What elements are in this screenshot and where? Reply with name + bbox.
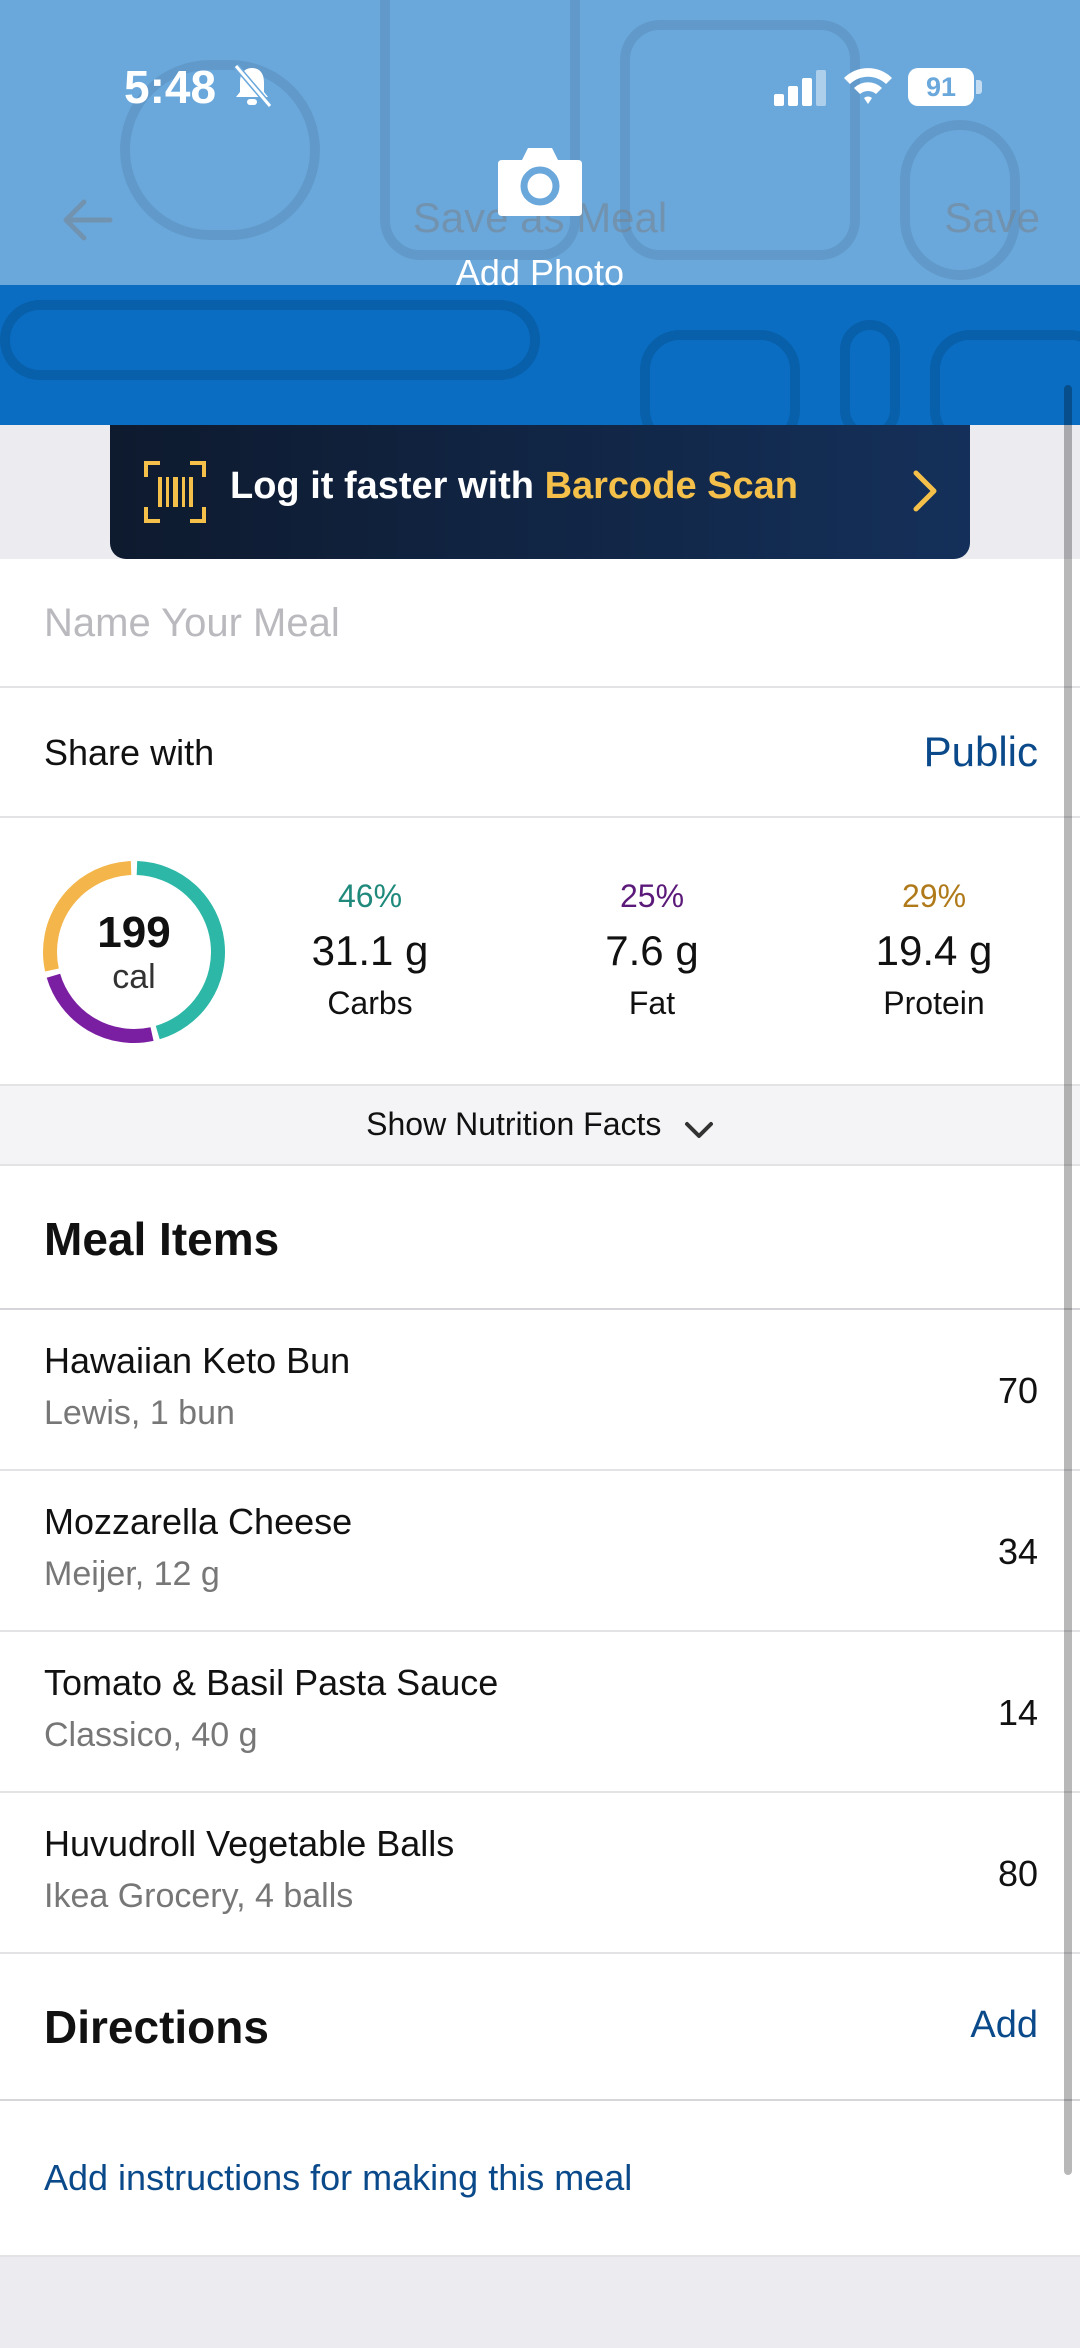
directions-title: Directions: [44, 2001, 269, 2053]
chevron-down-icon: [684, 1121, 713, 1138]
directions-header: Directions Add: [0, 1954, 1080, 2101]
fat-grams: 7.6 g: [605, 927, 699, 974]
carbs-macro: 46% 31.1 g Carbs: [260, 878, 480, 1022]
doodle-shape: [0, 300, 540, 380]
fat-label: Fat: [628, 985, 676, 1021]
instructions-row[interactable]: Add instructions for making this meal: [0, 2101, 1080, 2257]
meal-name-input[interactable]: [44, 595, 1024, 651]
add-directions-button[interactable]: Add: [970, 2004, 1038, 2046]
calorie-total: 199: [97, 908, 171, 957]
share-with-label: Share with: [44, 732, 215, 773]
meal-item-name: Hawaiian Keto Bun: [44, 1340, 351, 1381]
banner-text: Log it faster with Barcode Scan: [230, 465, 798, 508]
meal-item-name: Mozzarella Cheese: [44, 1501, 353, 1542]
fat-arc: [46, 973, 154, 1043]
meal-items-header: Meal Items: [0, 1166, 1080, 1310]
doodle-shape: [900, 120, 1020, 280]
fat-macro: 25% 7.6 g Fat: [542, 878, 762, 1022]
calorie-unit: cal: [112, 958, 156, 996]
barcode-scan-banner[interactable]: Log it faster with Barcode Scan: [110, 425, 970, 559]
carbs-percent: 46%: [337, 878, 403, 914]
protein-macro: 29% 19.4 g Protein: [824, 878, 1044, 1022]
meal-item-name: Huvudroll Vegetable Balls: [44, 1823, 455, 1864]
protein-percent: 29%: [901, 878, 967, 914]
scrollbar[interactable]: [1064, 385, 1072, 2175]
carbs-grams: 31.1 g: [311, 927, 429, 974]
meal-item-calories: 70: [997, 1370, 1038, 1411]
meal-item-detail: Lewis, 1 bun: [44, 1394, 235, 1432]
doodle-shape: [640, 330, 800, 425]
bell-muted-icon: [233, 64, 272, 108]
share-with-row[interactable]: Share with Public: [0, 688, 1080, 818]
doodle-shape: [620, 20, 860, 260]
back-arrow-icon[interactable]: [58, 196, 114, 244]
meal-item-calories: 14: [997, 1692, 1038, 1733]
share-with-value[interactable]: Public: [923, 728, 1038, 775]
add-instructions-link[interactable]: Add instructions for making this meal: [44, 2157, 633, 2198]
protein-grams: 19.4 g: [875, 927, 993, 974]
calorie-ring: [43, 861, 225, 1043]
header-background: [0, 0, 1080, 285]
photo-header: 5:48 91 Save as Meal Save Add Pho: [0, 0, 1080, 425]
fat-percent: 25%: [619, 878, 685, 914]
meal-item-calories: 34: [997, 1531, 1038, 1572]
doodle-shape: [380, 0, 580, 260]
barcode-scan-icon: [144, 461, 206, 523]
meal-item-calories: 80: [997, 1853, 1038, 1894]
meal-item-row[interactable]: Tomato & Basil Pasta Sauce Classico, 40 …: [0, 1632, 1080, 1793]
battery-level: 91: [908, 68, 974, 106]
doodle-shape: [840, 320, 900, 425]
battery-indicator: 91: [908, 68, 982, 106]
carbs-arc: [136, 861, 225, 1040]
banner-text-highlight: Barcode Scan: [544, 465, 799, 507]
meal-item-detail: Ikea Grocery, 4 balls: [44, 1877, 354, 1915]
protein-arc: [43, 861, 132, 972]
carbs-label: Carbs: [327, 985, 413, 1021]
wifi-icon: [844, 68, 892, 104]
banner-text-main: Log it faster with: [230, 465, 545, 507]
protein-label: Protein: [883, 985, 985, 1021]
meal-name-row: [0, 559, 1080, 688]
signal-icon: [774, 70, 826, 106]
nutrition-facts-label: Show Nutrition Facts: [366, 1106, 662, 1142]
meal-item-detail: Meijer, 12 g: [44, 1555, 220, 1593]
add-photo-button[interactable]: Add Photo: [455, 252, 625, 293]
chevron-right-icon: [913, 470, 937, 512]
meal-item-name: Tomato & Basil Pasta Sauce: [44, 1662, 499, 1703]
macro-summary: 199 cal 46% 31.1 g Carbs 25% 7.6 g Fat 2…: [0, 818, 1080, 1086]
battery-tip: [976, 80, 982, 94]
doodle-shape: [120, 60, 320, 240]
meal-items-title: Meal Items: [44, 1213, 280, 1265]
camera-icon[interactable]: [496, 142, 584, 218]
status-bar: 5:48 91: [0, 0, 1080, 130]
meal-item-row[interactable]: Hawaiian Keto Bun Lewis, 1 bun 70: [0, 1310, 1080, 1471]
doodle-shape: [930, 330, 1080, 425]
show-nutrition-facts-toggle[interactable]: Show Nutrition Facts: [0, 1086, 1080, 1166]
banner-area: Log it faster with Barcode Scan: [0, 425, 1080, 559]
save-button[interactable]: Save: [944, 194, 1040, 241]
meal-item-row[interactable]: Mozzarella Cheese Meijer, 12 g 34: [0, 1471, 1080, 1632]
meal-item-row[interactable]: Huvudroll Vegetable Balls Ikea Grocery, …: [0, 1793, 1080, 1954]
status-time: 5:48: [124, 61, 217, 113]
meal-item-detail: Classico, 40 g: [44, 1716, 258, 1754]
